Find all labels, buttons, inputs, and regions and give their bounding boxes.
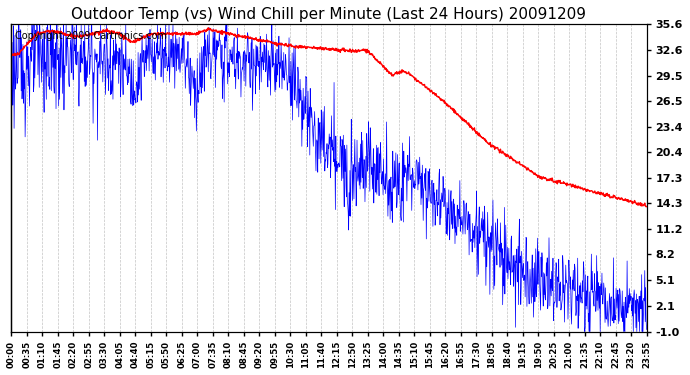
Title: Outdoor Temp (vs) Wind Chill per Minute (Last 24 Hours) 20091209: Outdoor Temp (vs) Wind Chill per Minute … xyxy=(72,7,586,22)
Text: Copyright 2009 Cartronics.com: Copyright 2009 Cartronics.com xyxy=(14,31,166,40)
